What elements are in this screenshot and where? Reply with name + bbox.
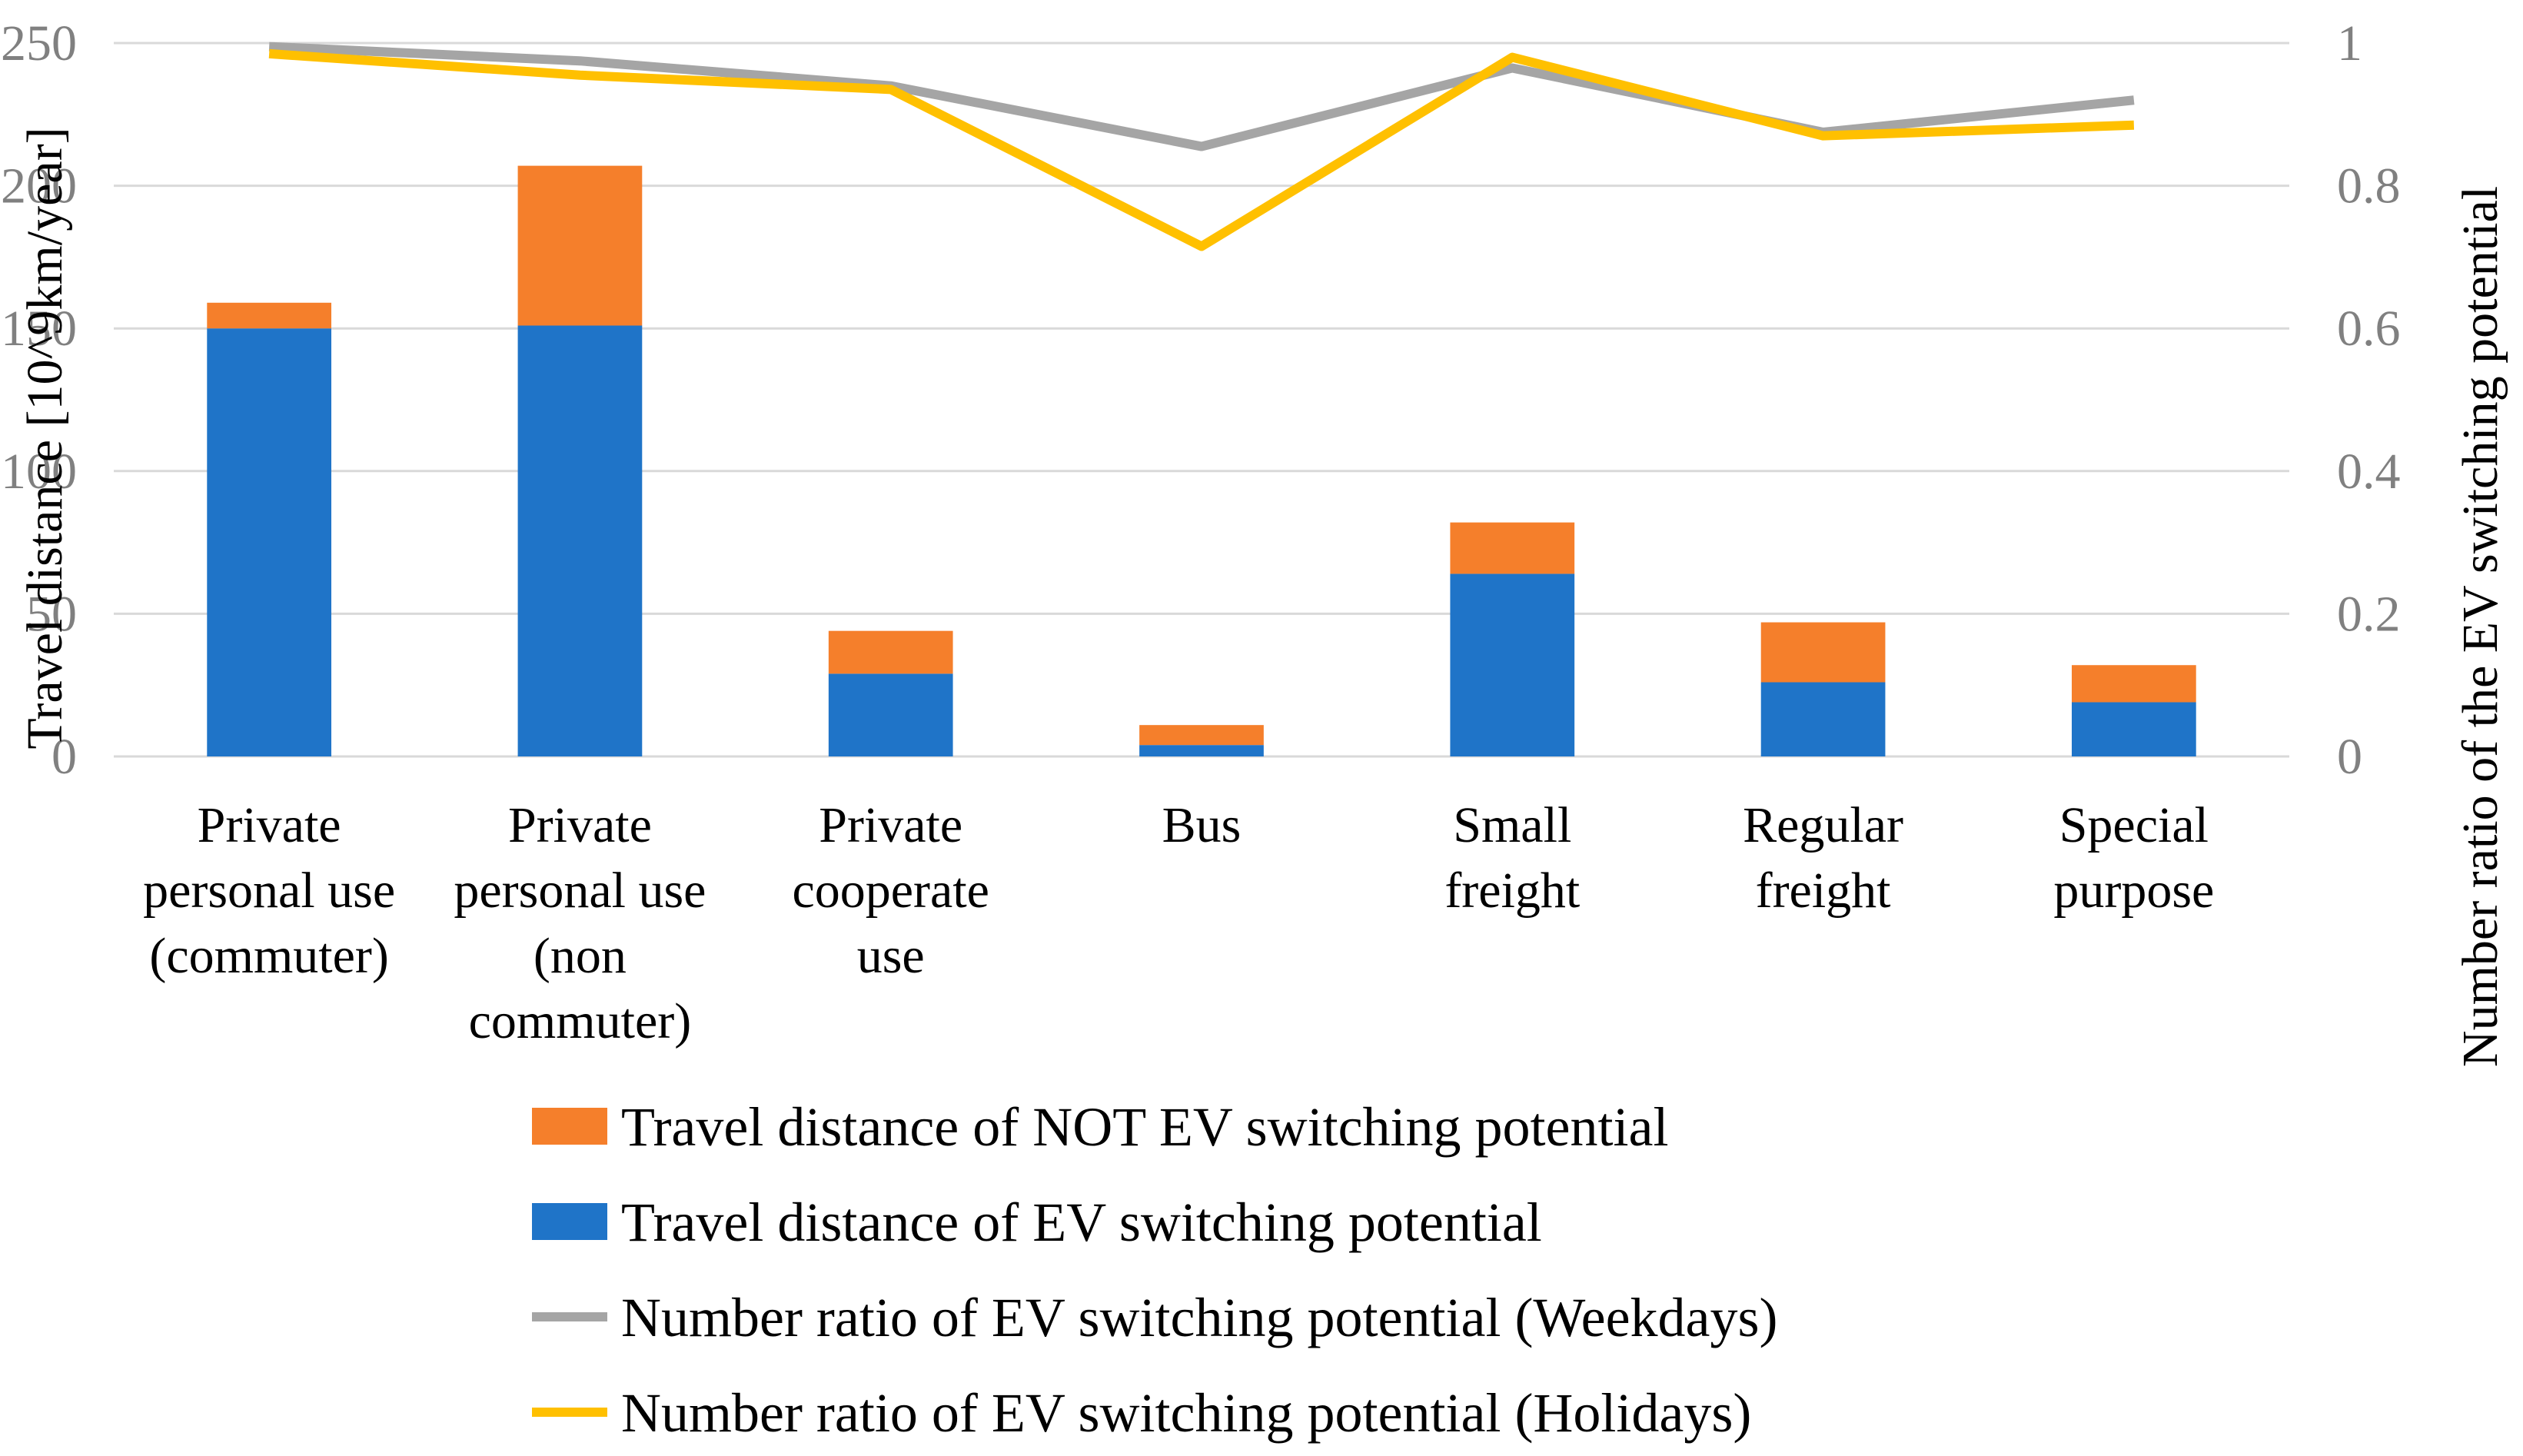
category-label-line: Bus (1162, 797, 1242, 853)
legend-label: Travel distance of NOT EV switching pote… (621, 1096, 1668, 1158)
category-label-line: personal use (454, 863, 706, 919)
legend-item: Number ratio of EV switching potential (… (532, 1287, 1777, 1348)
category-label-line: Special (2059, 797, 2209, 853)
series-line-holidays (268, 48, 2135, 251)
legend-label: Number ratio of EV switching potential (… (621, 1287, 1777, 1348)
legend-label: Number ratio of EV switching potential (… (621, 1382, 1751, 1444)
y-tick-label-left: 150 (1, 301, 77, 357)
y-tick-label-right: 1 (2337, 15, 2362, 71)
category-label-line: (non (534, 928, 627, 984)
category-label: Small freight (1444, 797, 1580, 919)
bars (207, 165, 2196, 756)
category-label-line: purpose (2053, 863, 2214, 919)
category-label: Private personal use (non commuter) (454, 797, 706, 1049)
y-tick-label-left: 50 (26, 586, 77, 642)
y-tick-label-right: 0.2 (2337, 586, 2401, 642)
category-label-line: (commuter) (149, 928, 389, 984)
bar-segment-ev (517, 325, 643, 756)
axes: 0 0 50 0.2 100 0.4 150 0.6 200 0.8 250 1 Travel dist… (1, 15, 2508, 1067)
legend-swatch (532, 1203, 607, 1240)
category-label-line: use (857, 928, 925, 984)
bar-segment-not-ev (1139, 725, 1264, 746)
bar-segment-ev (1139, 745, 1264, 756)
y-tick-label-right: 0.8 (2337, 158, 2401, 214)
legend-item: Number ratio of EV switching potential (… (532, 1382, 1751, 1444)
category-label-line: cooperate (792, 863, 989, 919)
category-label: Special purpose (2053, 797, 2214, 919)
category-label-line: Private (508, 797, 652, 853)
category-label: Regular freight (1743, 797, 1903, 919)
bar-segment-not-ev (828, 630, 953, 674)
lines (268, 42, 2135, 251)
category-label-line: Regular (1743, 797, 1903, 853)
bar-segment-ev (1450, 573, 1575, 756)
category-label-line: commuter) (469, 993, 692, 1049)
y-tick-label-right: 0 (2337, 729, 2362, 785)
category-label: Private personal use (commuter) (143, 797, 395, 984)
bar-segment-ev (207, 328, 331, 756)
bar-segment-not-ev (517, 165, 643, 326)
legend: Travel distance of NOT EV switching pote… (532, 1096, 1777, 1444)
bar-segment-ev (2072, 702, 2196, 756)
category-labels: Private personal use (commuter) Private pers… (143, 797, 2214, 1049)
gridlines (114, 42, 2289, 758)
bar-segment-ev (828, 673, 953, 756)
legend-item: Travel distance of NOT EV switching pote… (532, 1096, 1668, 1158)
category-label-line: freight (1444, 863, 1580, 919)
bar-segment-not-ev (2072, 665, 2196, 703)
category-label-line: Private (819, 797, 962, 853)
y-axis-title-right: Number ratio of the EV switching potenti… (2452, 186, 2508, 1067)
category-label: Private cooperate use (792, 797, 989, 984)
y-axis-title-left: Travel distance [10^9km/year] (17, 127, 73, 749)
bar-segment-not-ev (1450, 522, 1575, 574)
bar-segment-ev (1760, 682, 1886, 756)
category-label-line: freight (1756, 863, 1891, 919)
y-tick-label-right: 0.4 (2337, 444, 2401, 500)
category-label-line: Private (198, 797, 341, 853)
legend-label: Travel distance of EV switching potentia… (621, 1192, 1542, 1253)
y-tick-label-left: 200 (1, 158, 77, 214)
y-tick-label-left: 100 (1, 444, 77, 500)
category-label-line: Small (1453, 797, 1571, 853)
bar-segment-not-ev (1760, 622, 1886, 683)
legend-swatch (532, 1108, 607, 1145)
legend-item: Travel distance of EV switching potentia… (532, 1192, 1542, 1253)
y-tick-label-left: 250 (1, 15, 77, 71)
y-tick-label-left: 0 (52, 729, 77, 785)
bar-segment-not-ev (207, 302, 331, 329)
y-tick-label-right: 0.6 (2337, 301, 2401, 357)
category-label-line: personal use (143, 863, 395, 919)
category-label: Bus (1162, 797, 1242, 853)
